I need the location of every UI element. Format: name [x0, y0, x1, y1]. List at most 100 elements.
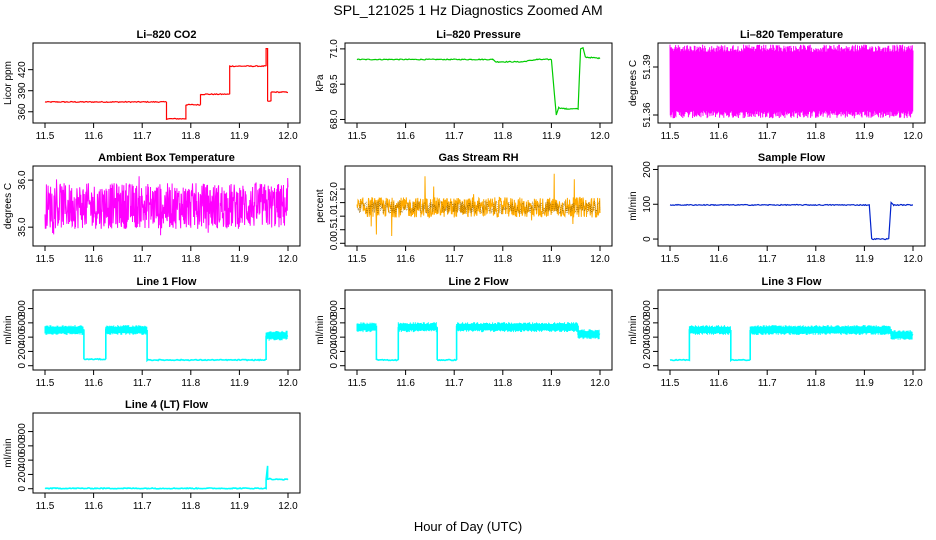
panel-title: Ambient Box Temperature — [98, 152, 235, 164]
x-tick-label: 11.6 — [84, 501, 103, 512]
x-tick-label: 11.7 — [445, 254, 464, 265]
x-tick-label: 12.0 — [278, 131, 298, 142]
x-tick-label: 12.0 — [278, 254, 298, 265]
x-tick-label: 11.8 — [806, 131, 825, 142]
y-tick-label: 0.0 — [329, 236, 340, 250]
panel-title: Li–820 CO2 — [137, 29, 197, 41]
plot-frame — [657, 42, 926, 124]
x-tick-label: 11.9 — [542, 378, 561, 389]
x-tick-label: 11.5 — [661, 254, 680, 265]
y-tick-label: 0 — [642, 236, 653, 242]
x-tick-label: 11.9 — [855, 131, 874, 142]
y-tick-label: 36.0 — [17, 170, 28, 190]
x-tick-label: 12.0 — [903, 378, 923, 389]
y-tick-label: 200 — [642, 343, 653, 360]
x-tick-label: 11.5 — [348, 378, 367, 389]
y-axis-label: ml/min — [3, 438, 14, 467]
x-tick-label: 12.0 — [590, 254, 610, 265]
panel-10: Line 4 (LT) Flow 11.5 11.6 11.7 11.8 11.9 12.0… — [3, 399, 301, 512]
y-tick-label: 1.5 — [329, 195, 340, 209]
series-line — [44, 48, 289, 121]
x-tick-label: 11.8 — [493, 131, 512, 142]
y-axis-label: ml/min — [315, 315, 326, 344]
y-axis-label: degrees C — [628, 60, 639, 106]
y-tick-label: 0 — [642, 362, 653, 368]
x-tick-label: 11.9 — [855, 254, 874, 265]
x-tick-label: 12.0 — [903, 254, 923, 265]
panels-group: Li–820 CO2 11.5 11.6 11.7 11.8 11.9 12.0 360 390… — [3, 29, 926, 512]
panel-2: Li–820 Pressure 11.5 11.6 11.7 11.8 11.9 12.0 6… — [315, 29, 613, 142]
x-tick-label: 11.9 — [230, 131, 249, 142]
y-tick-label: 0 — [17, 485, 28, 491]
plot-frame — [32, 165, 301, 247]
x-tick-label: 11.5 — [661, 131, 680, 142]
x-tick-label: 12.0 — [590, 378, 610, 389]
x-tick-label: 11.5 — [36, 131, 55, 142]
x-tick-label: 11.5 — [36, 501, 55, 512]
x-tick-label: 11.9 — [230, 501, 249, 512]
y-tick-label: 600 — [642, 314, 653, 331]
plot-frame — [32, 42, 301, 124]
y-axis-label: ml/min — [3, 315, 14, 344]
y-axis-label: ml/min — [628, 315, 639, 344]
y-tick-label: 2.0 — [329, 182, 340, 196]
panel-4: Ambient Box Temperature 11.5 11.6 11.7 11.8 1… — [3, 152, 301, 265]
x-tick-label: 11.6 — [709, 131, 728, 142]
panel-9: Line 3 Flow 11.5 11.6 11.7 11.8 11.9 12.0 0 2004… — [628, 276, 926, 389]
y-axis-label: Licor ppm — [3, 61, 14, 105]
plot-frame — [32, 289, 301, 371]
x-tick-label: 11.7 — [758, 378, 777, 389]
figure-xlabel: Hour of Day (UTC) — [414, 519, 522, 534]
y-tick-label: 68.0 — [329, 109, 340, 129]
panel-6: Sample Flow 11.5 11.6 11.7 11.8 11.9 12.0 0 100 2… — [628, 152, 926, 265]
y-tick-label: 200 — [17, 466, 28, 483]
y-tick-label: 800 — [17, 300, 28, 317]
x-tick-label: 11.7 — [445, 131, 464, 142]
x-tick-label: 11.8 — [493, 378, 512, 389]
y-tick-label: 200 — [17, 343, 28, 360]
figure-title: SPL_121025 1 Hz Diagnostics Zoomed AM — [333, 2, 602, 18]
y-tick-label: 400 — [329, 328, 340, 345]
x-tick-label: 11.7 — [133, 501, 152, 512]
x-tick-label: 11.5 — [36, 378, 55, 389]
series-line — [44, 328, 289, 363]
x-tick-label: 11.8 — [806, 378, 825, 389]
series-noise — [356, 322, 600, 340]
x-tick-label: 11.8 — [493, 254, 512, 265]
panel-title: Line 2 Flow — [449, 276, 509, 288]
x-tick-label: 11.6 — [396, 378, 415, 389]
plot-frame — [657, 289, 926, 371]
y-tick-label: 600 — [17, 437, 28, 454]
panel-title: Line 4 (LT) Flow — [125, 399, 208, 411]
x-tick-label: 11.6 — [709, 254, 728, 265]
series-line — [356, 46, 601, 116]
x-tick-label: 11.9 — [230, 254, 249, 265]
x-tick-label: 11.5 — [348, 254, 367, 265]
x-tick-label: 11.7 — [758, 254, 777, 265]
plot-frame — [344, 165, 613, 247]
panel-title: Li–820 Temperature — [740, 29, 843, 41]
x-tick-label: 12.0 — [278, 378, 298, 389]
plot-frame — [344, 289, 613, 371]
panel-7: Line 1 Flow 11.5 11.6 11.7 11.8 11.9 12.0 0 2004… — [3, 276, 301, 389]
x-tick-label: 11.7 — [133, 254, 152, 265]
y-tick-label: 800 — [642, 300, 653, 317]
x-tick-label: 11.8 — [806, 254, 825, 265]
x-tick-label: 11.5 — [661, 378, 680, 389]
x-tick-label: 11.9 — [230, 378, 249, 389]
panel-title: Sample Flow — [758, 152, 826, 164]
y-tick-label: 400 — [17, 451, 28, 468]
x-tick-label: 12.0 — [903, 131, 923, 142]
y-axis-label: percent — [315, 189, 326, 223]
plot-frame — [344, 42, 613, 124]
series-line — [44, 465, 289, 490]
y-tick-label: 400 — [642, 328, 653, 345]
x-tick-label: 11.9 — [542, 131, 561, 142]
x-tick-label: 11.9 — [542, 254, 561, 265]
panel-1: Li–820 CO2 11.5 11.6 11.7 11.8 11.9 12.0 360 390… — [3, 29, 301, 142]
y-tick-label: 51.39 — [642, 54, 653, 79]
x-tick-label: 11.7 — [445, 378, 464, 389]
y-tick-label: 35.0 — [17, 217, 28, 237]
y-tick-label: 600 — [329, 314, 340, 331]
